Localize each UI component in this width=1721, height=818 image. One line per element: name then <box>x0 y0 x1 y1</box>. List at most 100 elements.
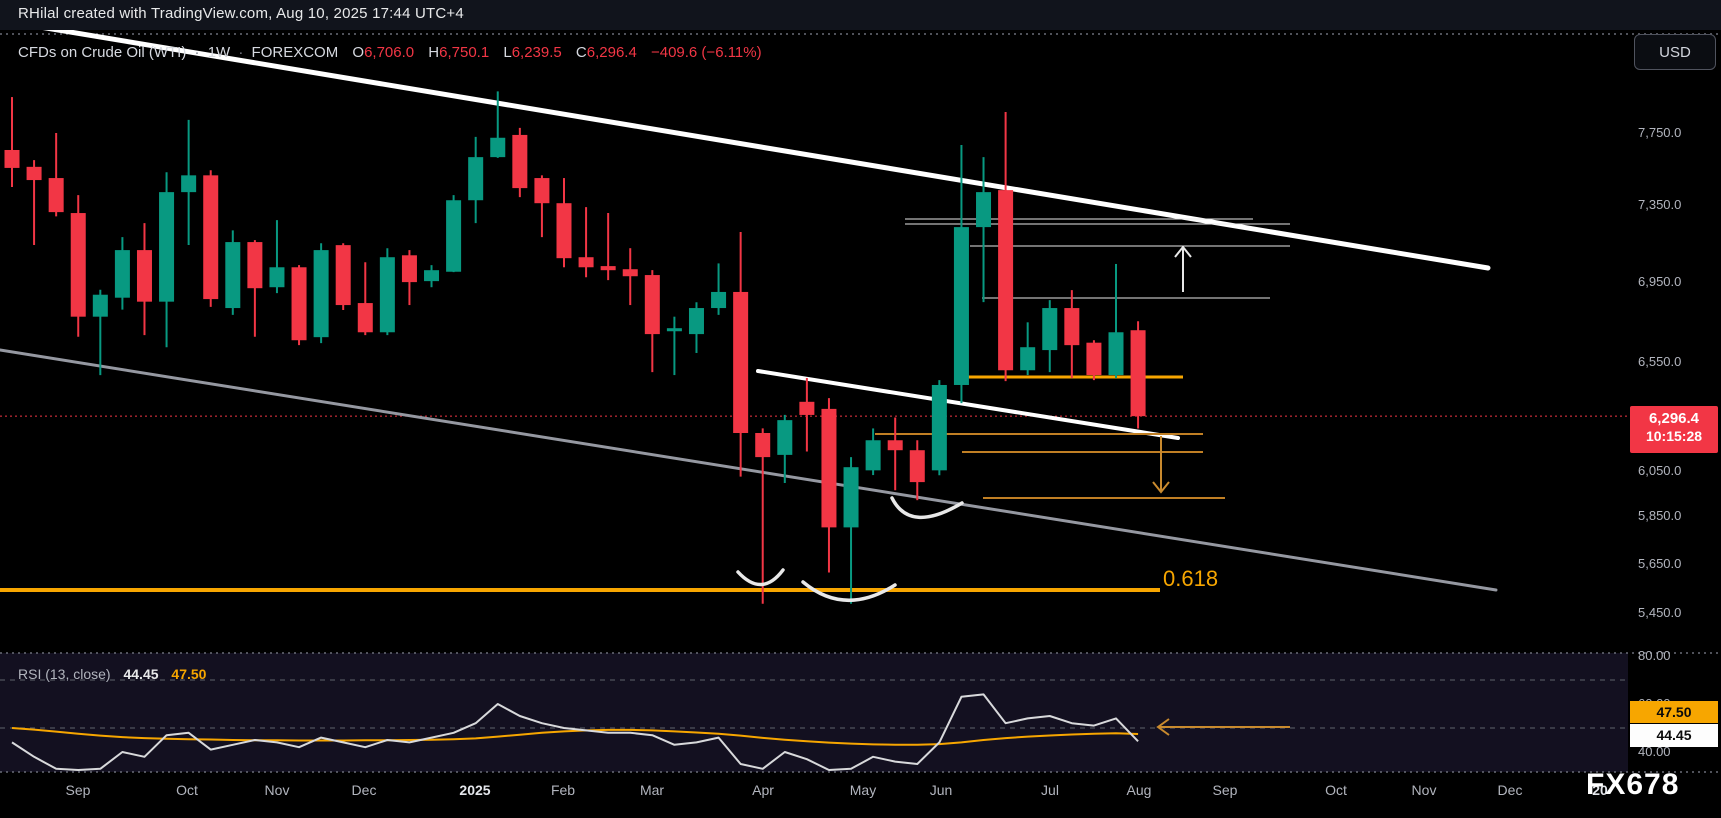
symbol-exchange: FOREXCOM <box>251 44 339 61</box>
close-value: 6,296.4 <box>586 44 637 61</box>
bar-countdown: 10:15:28 <box>1645 428 1703 444</box>
open-value: 6,706.0 <box>364 44 415 61</box>
time-axis-label: Dec <box>1497 782 1523 798</box>
low-circle-1[interactable] <box>890 496 964 519</box>
candle <box>247 242 263 289</box>
rsi-ma-badge: 47.50 <box>1630 701 1718 723</box>
price-axis-label: 5,650.0 <box>1638 555 1682 571</box>
time-axis-label: Dec <box>351 782 377 798</box>
time-axis-label: 2025 <box>459 782 491 798</box>
time-axis-label: Jul <box>1041 782 1059 798</box>
time-axis-label: Sep <box>1212 782 1238 798</box>
candle <box>291 267 307 341</box>
last-price-value: 6,296.4 <box>1648 410 1700 427</box>
candle <box>821 408 837 528</box>
low-circle-2[interactable] <box>736 568 785 587</box>
candle <box>379 257 395 333</box>
price-axis-label: 7,750.0 <box>1638 125 1682 140</box>
candle <box>4 149 20 168</box>
candle <box>953 227 969 385</box>
time-axis-label: Nov <box>1411 782 1437 798</box>
rsi-line <box>11 693 1139 771</box>
high-label: H <box>428 44 440 61</box>
change-value: −409.6 (−6.11%) <box>650 44 762 61</box>
time-axis-label: Oct <box>176 782 198 798</box>
candle <box>335 245 351 306</box>
rsi-axis-label: 40.00 <box>1638 744 1671 759</box>
candle <box>136 250 152 302</box>
fib-0618-label: 0.618 <box>1163 566 1219 591</box>
candle <box>666 328 682 332</box>
symbol-title: CFDs on Crude Oil (WTI) <box>18 44 187 61</box>
candle <box>92 294 108 317</box>
lower-channel-line[interactable] <box>0 348 1498 592</box>
candle <box>1108 332 1124 376</box>
candle <box>1086 342 1102 376</box>
candle <box>1042 308 1058 351</box>
candle <box>909 450 925 483</box>
candle <box>468 157 484 201</box>
candle <box>600 266 616 271</box>
price-axis-label: 7,350.0 <box>1638 197 1682 213</box>
candle <box>225 242 241 309</box>
rsi-current-value: 44.45 <box>123 666 159 682</box>
candle <box>976 192 992 228</box>
high-value: 6,750.1 <box>439 44 490 61</box>
fx678-watermark: FX678 <box>1586 768 1680 801</box>
time-axis-label: Jun <box>929 782 953 798</box>
candle <box>578 257 594 268</box>
candle <box>622 269 638 277</box>
rsi-ma-line <box>11 727 1139 746</box>
price-axis-label: 6,050.0 <box>1638 462 1682 478</box>
price-axis-label: 6,950.0 <box>1638 273 1682 289</box>
candle <box>887 440 903 451</box>
low-circle-3[interactable] <box>801 580 897 602</box>
candle <box>777 420 793 455</box>
candle <box>556 203 572 259</box>
candle <box>181 175 197 193</box>
last-price-badge: 6,296.4 10:15:28 <box>1630 406 1718 453</box>
time-axis-label: Nov <box>264 782 290 798</box>
candle <box>512 134 528 189</box>
candle <box>644 275 660 335</box>
price-axis-label: 5,850.0 <box>1638 508 1682 524</box>
time-axis-label: May <box>849 782 877 798</box>
candle <box>843 467 859 528</box>
candle <box>711 291 727 309</box>
time-axis-label: Mar <box>639 782 665 798</box>
rsi-value-badge: 44.45 <box>1630 724 1718 747</box>
candle <box>159 192 175 302</box>
symbol-interval: 1W <box>207 44 231 61</box>
candle <box>534 178 550 204</box>
candle <box>755 433 771 458</box>
legend-separator: · <box>238 44 244 61</box>
close-label: C <box>575 44 587 61</box>
candle <box>70 213 86 317</box>
low-value: 6,239.5 <box>511 44 562 61</box>
inner-trend-line[interactable] <box>756 369 1180 440</box>
open-label: O <box>352 44 365 61</box>
candle <box>401 255 417 283</box>
low-label: L <box>503 44 512 61</box>
rsi-axis-label: 80.00 <box>1638 648 1671 663</box>
currency-unit-button[interactable]: USD <box>1634 34 1716 70</box>
attribution-text: RHilal created with TradingView.com, Aug… <box>18 5 464 22</box>
candle <box>48 178 64 213</box>
symbol-legend: CFDs on Crude Oil (WTI) · 1W · FOREXCOM … <box>18 44 762 61</box>
candle <box>1130 330 1146 417</box>
candle <box>26 166 42 181</box>
candle <box>357 303 373 333</box>
upper-channel-line[interactable] <box>19 21 1491 271</box>
candle <box>865 440 881 471</box>
candle <box>1064 308 1080 346</box>
candle <box>799 401 815 415</box>
time-axis-label: Oct <box>1325 782 1347 798</box>
candle <box>446 200 462 272</box>
candle <box>313 250 329 338</box>
time-axis-label: 20 <box>1592 782 1608 798</box>
time-axis-label: Aug <box>1126 782 1152 798</box>
candle <box>269 267 285 288</box>
rsi-indicator-legend: RSI (13, close) 44.45 47.50 <box>18 666 206 682</box>
rsi-ma-value: 47.50 <box>171 666 207 682</box>
